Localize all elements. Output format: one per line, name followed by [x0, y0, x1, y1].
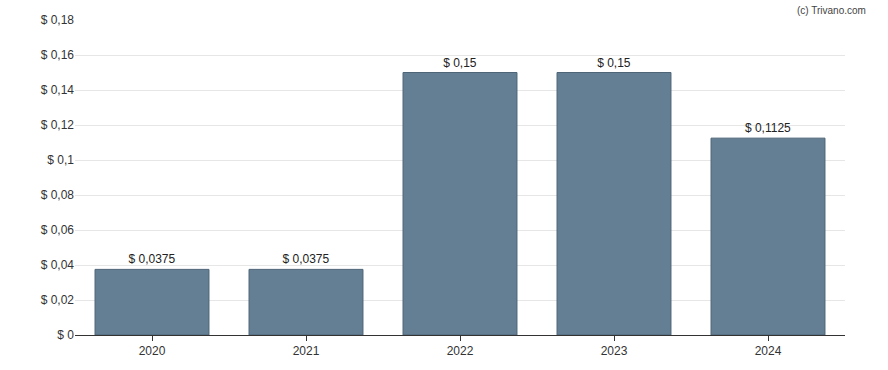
svg-text:$ 0,14: $ 0,14: [41, 83, 75, 97]
svg-text:$ 0: $ 0: [57, 328, 74, 342]
svg-text:$ 0,12: $ 0,12: [41, 118, 75, 132]
svg-text:$ 0,0375: $ 0,0375: [282, 252, 329, 266]
svg-text:$ 0,15: $ 0,15: [597, 56, 631, 70]
svg-text:2023: 2023: [601, 344, 628, 358]
svg-text:$ 0,06: $ 0,06: [41, 223, 75, 237]
svg-text:2021: 2021: [293, 344, 320, 358]
svg-text:$ 0,16: $ 0,16: [41, 48, 75, 62]
svg-text:$ 0,15: $ 0,15: [443, 56, 477, 70]
svg-text:$ 0,18: $ 0,18: [41, 13, 75, 27]
svg-text:2020: 2020: [139, 344, 166, 358]
svg-text:$ 0,0375: $ 0,0375: [128, 252, 175, 266]
svg-text:(c) Trivano.com: (c) Trivano.com: [797, 5, 866, 16]
svg-text:$ 0,02: $ 0,02: [41, 293, 75, 307]
svg-text:$ 0,04: $ 0,04: [41, 258, 75, 272]
svg-text:$ 0,08: $ 0,08: [41, 188, 75, 202]
svg-text:$ 0,1: $ 0,1: [47, 153, 74, 167]
svg-text:2024: 2024: [755, 344, 782, 358]
svg-text:2022: 2022: [447, 344, 474, 358]
svg-text:$ 0,1125: $ 0,1125: [745, 121, 791, 135]
